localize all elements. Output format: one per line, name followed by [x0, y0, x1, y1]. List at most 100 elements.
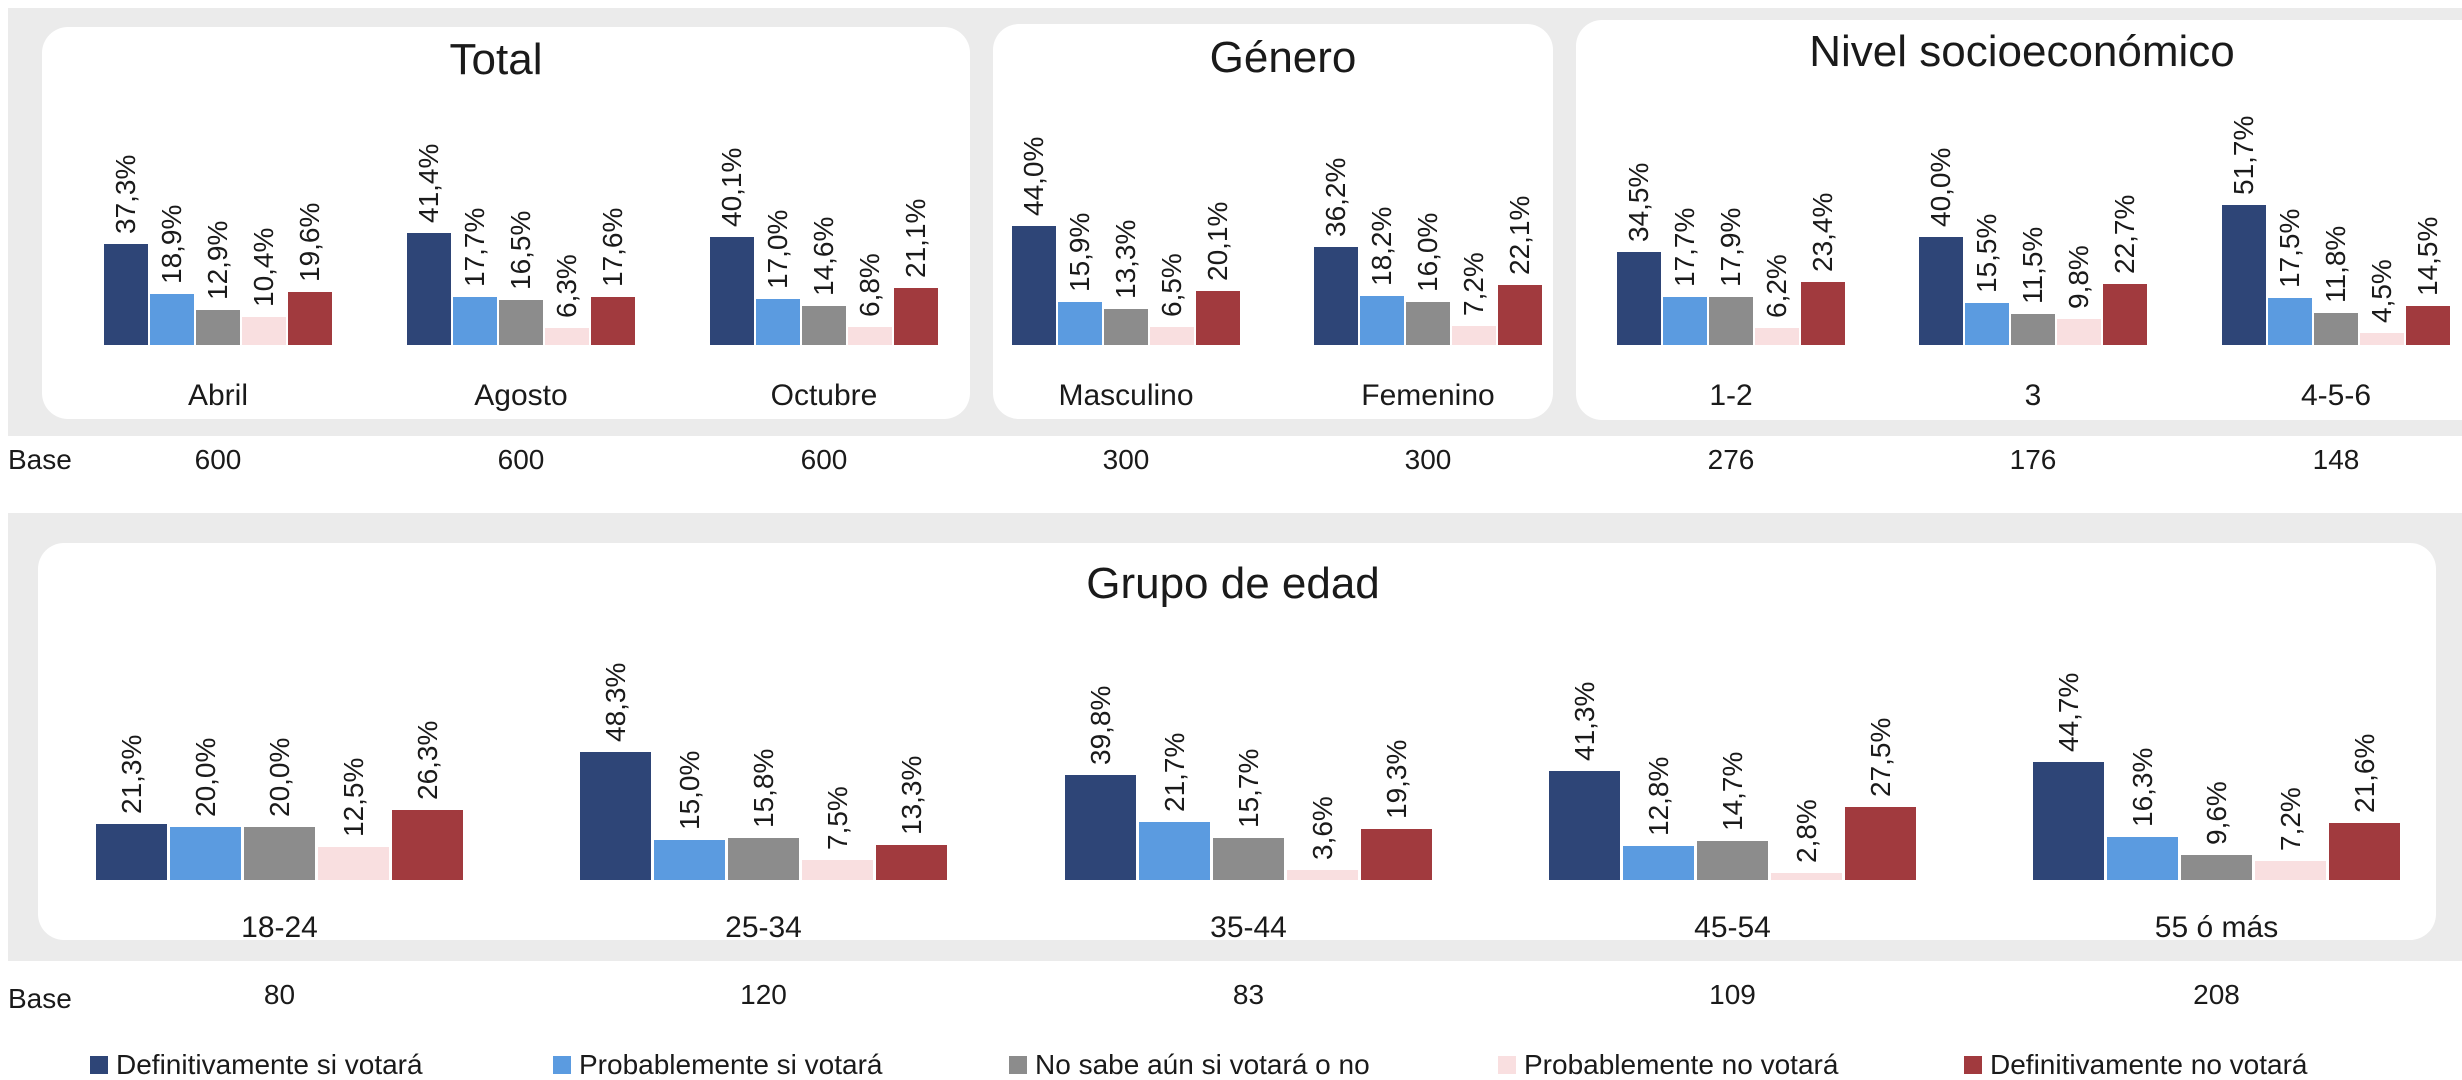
base-count: 600 — [195, 446, 242, 474]
value-label-text: 41,3% — [1571, 681, 1599, 760]
bar-probablemente-no — [1755, 328, 1799, 345]
value-label-text: 15,8% — [750, 749, 778, 828]
bar-no-sabe — [1406, 302, 1450, 345]
category-label: Femenino — [1361, 381, 1494, 411]
bar-probablemente-no — [2057, 319, 2101, 345]
bar-probablemente-si — [1663, 297, 1707, 345]
bar-probablemente-no — [1150, 327, 1194, 345]
bar-probablemente-si — [1965, 303, 2009, 345]
bar-no-sabe — [1697, 841, 1768, 880]
value-label-text: 20,1% — [1204, 201, 1232, 280]
bar-no-sabe — [1104, 309, 1148, 345]
category-label: Masculino — [1058, 381, 1193, 411]
value-label-text: 4,5% — [2368, 259, 2396, 323]
value-label-text: 3,6% — [1309, 797, 1337, 861]
legend-label: Definitivamente no votará — [1990, 1051, 2308, 1079]
bar-probablemente-no — [318, 847, 389, 880]
value-label-text: 6,2% — [1763, 254, 1791, 318]
bar-probablemente-no — [1452, 326, 1496, 345]
value-label-text: 23,4% — [1809, 192, 1837, 271]
category-label: Agosto — [474, 381, 567, 411]
bar-no-sabe — [728, 838, 799, 880]
bar-probablemente-si — [170, 827, 241, 880]
base-count: 148 — [2313, 446, 2360, 474]
value-label-text: 9,6% — [2203, 781, 2231, 845]
value-label-text: 40,1% — [718, 147, 746, 226]
bar-definitivamente-si — [407, 233, 451, 345]
bar-definitivamente-si — [104, 244, 148, 345]
bar-definitivamente-si — [1549, 771, 1620, 880]
value-label-text: 11,5% — [2019, 227, 2047, 304]
base-count: 300 — [1405, 446, 1452, 474]
bar-definitivamente-si — [96, 824, 167, 880]
bar-probablemente-no — [2255, 861, 2326, 880]
legend-label: Definitivamente si votará — [116, 1051, 423, 1079]
bar-probablemente-si — [756, 299, 800, 345]
value-label-text: 12,8% — [1645, 757, 1673, 836]
base-count: 600 — [498, 446, 545, 474]
bar-definitivamente-si — [1065, 775, 1136, 880]
value-label-text: 14,6% — [810, 216, 838, 295]
legend-item-probablemente-no: Probablemente no votará — [1498, 1050, 1838, 1080]
value-label-text: 17,6% — [599, 208, 627, 287]
base-count: 208 — [2193, 981, 2240, 1009]
value-label-text: 6,5% — [1158, 254, 1186, 318]
category-label: 4-5-6 — [2301, 381, 2371, 411]
legend-label: No sabe aún si votará o no — [1035, 1051, 1370, 1079]
category-label: 45-54 — [1694, 913, 1771, 943]
bar-definitivamente-no — [2329, 823, 2400, 880]
bar-probablemente-si — [1623, 846, 1694, 880]
value-label-text: 26,3% — [414, 721, 442, 800]
value-label-text: 15,0% — [676, 751, 704, 830]
base-count: 300 — [1103, 446, 1150, 474]
value-label-text: 15,9% — [1066, 213, 1094, 292]
value-label-text: 14,7% — [1719, 752, 1747, 831]
bar-probablemente-si — [1139, 822, 1210, 880]
legend-item-definitivamente-si: Definitivamente si votará — [90, 1050, 423, 1080]
bar-probablemente-no — [802, 860, 873, 880]
bar-definitivamente-no — [1196, 291, 1240, 345]
value-label-text: 21,6% — [2351, 733, 2379, 812]
bar-no-sabe — [802, 306, 846, 345]
base-count: 109 — [1709, 981, 1756, 1009]
category-label: Abril — [188, 381, 248, 411]
value-label-text: 12,9% — [204, 221, 232, 300]
value-label-text: 16,0% — [1414, 212, 1442, 291]
legend-item-no-sabe: No sabe aún si votará o no — [1009, 1050, 1370, 1080]
value-label-text: 7,2% — [2277, 787, 2305, 851]
value-label-text: 44,0% — [1020, 137, 1048, 216]
value-label-text: 51,7% — [2230, 116, 2258, 195]
value-label-text: 13,3% — [1112, 220, 1140, 299]
bar-definitivamente-si — [710, 237, 754, 345]
bar-no-sabe — [244, 827, 315, 880]
bar-probablemente-no — [545, 328, 589, 345]
value-label-text: 36,2% — [1322, 158, 1350, 237]
value-label-text: 21,7% — [1161, 733, 1189, 812]
value-label-text: 14,5% — [2414, 216, 2442, 295]
value-label-text: 20,0% — [192, 738, 220, 817]
value-label-text: 17,7% — [1671, 208, 1699, 287]
value-label-text: 34,5% — [1625, 162, 1653, 241]
value-label-text: 7,2% — [1460, 252, 1488, 316]
value-label-text: 19,6% — [296, 203, 324, 282]
bar-no-sabe — [499, 300, 543, 345]
base-count: 83 — [1233, 981, 1264, 1009]
value-label-text: 41,4% — [415, 144, 443, 223]
legend-item-definitivamente-no: Definitivamente no votará — [1964, 1050, 2308, 1080]
value-label-text: 10,4% — [250, 228, 278, 307]
value-label-text: 19,3% — [1383, 739, 1411, 818]
bar-probablemente-no — [242, 317, 286, 345]
value-label-text: 27,5% — [1867, 718, 1895, 797]
value-label-text: 6,8% — [856, 253, 884, 317]
bar-probablemente-si — [2107, 837, 2178, 880]
bar-definitivamente-no — [392, 810, 463, 880]
value-label-text: 15,5% — [1973, 214, 2001, 293]
value-label-text: 40,0% — [1927, 148, 1955, 227]
category-label: 25-34 — [725, 913, 802, 943]
value-label-text: 12,5% — [340, 757, 368, 836]
bar-probablemente-si — [654, 840, 725, 880]
bar-probablemente-no — [848, 327, 892, 345]
bar-definitivamente-si — [1617, 252, 1661, 345]
legend-swatch — [1009, 1056, 1027, 1074]
bar-definitivamente-si — [2222, 205, 2266, 345]
